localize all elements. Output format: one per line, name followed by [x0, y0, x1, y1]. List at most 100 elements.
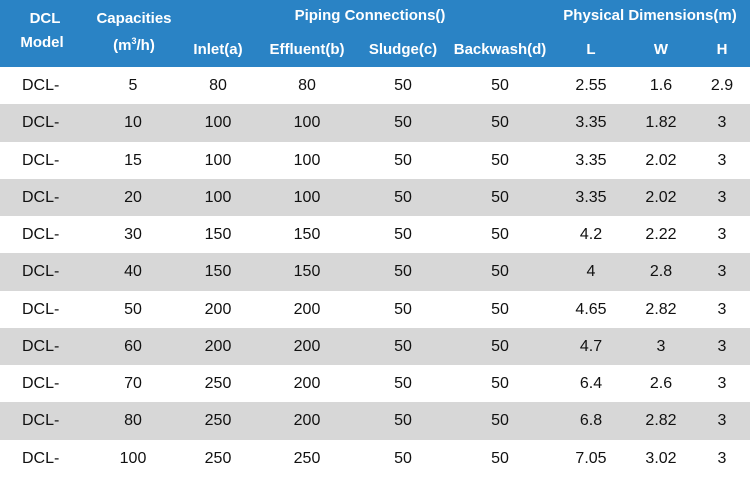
cell-capacity: 50	[124, 300, 142, 318]
cell-width: 2.8	[649, 263, 673, 281]
cell-backwash: 50	[491, 188, 509, 206]
header-sludge: Sludge(c)	[368, 41, 438, 58]
cell-inlet: 100	[204, 114, 232, 132]
cell-backwash: 50	[491, 226, 509, 244]
header-capacities-unit: (m3/h)	[113, 36, 155, 54]
cell-height: 3	[717, 263, 727, 281]
header-height: H	[716, 41, 728, 58]
cell-sludge: 50	[394, 77, 412, 94]
cell-effluent: 250	[293, 449, 321, 467]
cell-model: DCL-	[22, 188, 60, 206]
header-width: W	[653, 41, 669, 58]
cell-effluent: 100	[293, 114, 321, 132]
cell-effluent: 200	[293, 337, 321, 355]
cell-height: 3	[717, 114, 727, 132]
cell-length: 7.05	[575, 449, 607, 467]
cell-width: 1.6	[649, 77, 673, 94]
table-row: DCL- 60 200 200 50 50 4.7 3 3	[0, 327, 750, 366]
cell-height: 3	[717, 226, 727, 244]
cell-height: 3	[717, 412, 727, 430]
cell-effluent: 80	[298, 77, 316, 94]
cell-capacity: 15	[124, 151, 142, 169]
cell-backwash: 50	[491, 114, 509, 132]
table-row: DCL- 20 100 100 50 50 3.35 2.02 3	[0, 178, 750, 217]
cell-sludge: 50	[394, 188, 412, 206]
table-header: DCL Model Capacities (m3/h) Piping Conne…	[0, 0, 750, 67]
cell-effluent: 200	[293, 300, 321, 318]
cell-backwash: 50	[491, 375, 509, 393]
cell-model: DCL-	[22, 114, 60, 132]
header-piping-connections: Piping Connections()	[294, 7, 446, 24]
cell-effluent: 150	[293, 226, 321, 244]
cell-model: DCL-	[22, 375, 60, 393]
cell-sludge: 50	[394, 449, 412, 467]
cell-model: DCL-	[22, 263, 60, 281]
header-backwash: Backwash(d)	[453, 41, 547, 58]
cell-inlet: 200	[204, 337, 232, 355]
cell-sludge: 50	[394, 412, 412, 430]
cell-capacity: 20	[124, 188, 142, 206]
cell-model: DCL-	[22, 300, 60, 318]
cell-backwash: 50	[491, 337, 509, 355]
cell-backwash: 50	[491, 300, 509, 318]
cell-length: 4	[586, 263, 596, 281]
cell-capacity: 60	[124, 337, 142, 355]
cell-length: 4.2	[579, 226, 603, 244]
cell-capacity: 80	[124, 412, 142, 430]
cell-backwash: 50	[491, 77, 509, 94]
cell-width: 2.02	[645, 188, 677, 206]
cell-sludge: 50	[394, 226, 412, 244]
cell-capacity: 100	[119, 449, 147, 467]
cell-width: 2.82	[645, 300, 677, 318]
cell-width: 2.82	[645, 412, 677, 430]
cell-capacity: 5	[128, 77, 138, 94]
cell-length: 2.55	[575, 77, 607, 94]
cell-length: 6.4	[579, 375, 603, 393]
cell-backwash: 50	[491, 263, 509, 281]
table-row: DCL- 70 250 200 50 50 6.4 2.6 3	[0, 365, 750, 402]
cell-inlet: 100	[204, 188, 232, 206]
header-physical-dimensions: Physical Dimensions(m)	[563, 7, 737, 24]
table-row: DCL- 80 250 200 50 50 6.8 2.82 3	[0, 402, 750, 440]
cell-inlet: 100	[204, 151, 232, 169]
cell-height: 2.9	[710, 77, 734, 94]
cell-model: DCL-	[22, 337, 60, 355]
cell-inlet: 250	[204, 412, 232, 430]
header-model-line2: Model	[20, 34, 64, 51]
cell-length: 3.35	[575, 188, 607, 206]
cell-height: 3	[717, 188, 727, 206]
cell-sludge: 50	[394, 151, 412, 169]
cell-capacity: 10	[124, 114, 142, 132]
cell-length: 4.65	[575, 300, 607, 318]
cell-inlet: 150	[204, 263, 232, 281]
table-row: DCL- 10 100 100 50 50 3.35 1.82 3	[0, 104, 750, 142]
cell-length: 3.35	[575, 151, 607, 169]
cell-effluent: 100	[293, 151, 321, 169]
cell-effluent: 200	[293, 412, 321, 430]
cell-model: DCL-	[22, 77, 60, 94]
table-row: DCL- 15 100 100 50 50 3.35 2.02 3	[0, 142, 750, 179]
cell-backwash: 50	[491, 151, 509, 169]
cell-width: 2.02	[645, 151, 677, 169]
cell-height: 3	[717, 151, 727, 169]
cell-inlet: 200	[204, 300, 232, 318]
table-row: DCL- 50 200 200 50 50 4.65 2.82 3	[0, 291, 750, 328]
header-effluent: Effluent(b)	[269, 41, 345, 58]
cell-model: DCL-	[22, 449, 60, 467]
cell-inlet: 80	[209, 77, 227, 94]
cell-sludge: 50	[394, 114, 412, 132]
cell-model: DCL-	[22, 226, 60, 244]
cell-model: DCL-	[22, 412, 60, 430]
cell-length: 3.35	[575, 114, 607, 132]
cell-inlet: 250	[204, 449, 232, 467]
cell-length: 6.8	[579, 412, 603, 430]
spec-table: DCL Model Capacities (m3/h) Piping Conne…	[0, 0, 750, 467]
cell-effluent: 150	[293, 263, 321, 281]
header-length: L	[586, 41, 596, 58]
cell-width: 2.22	[645, 226, 677, 244]
cell-effluent: 100	[293, 188, 321, 206]
cell-backwash: 50	[491, 449, 509, 467]
cell-inlet: 250	[204, 375, 232, 393]
cell-height: 3	[717, 449, 727, 467]
table-row: DCL- 5 80 80 50 50 2.55 1.6 2.9	[0, 67, 750, 104]
